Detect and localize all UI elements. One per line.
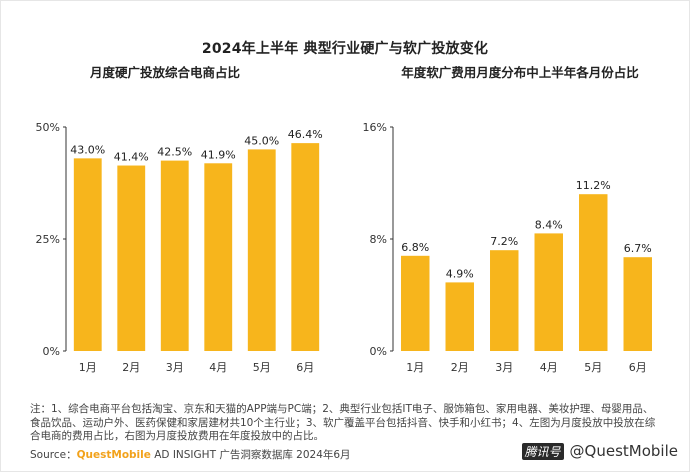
bar: [204, 163, 233, 351]
x-tick-label: 4月: [540, 361, 558, 374]
bar: [117, 165, 146, 351]
bar-value-label: 7.2%: [490, 235, 518, 248]
x-tick-label: 5月: [253, 361, 271, 374]
x-tick-label: 6月: [629, 361, 647, 374]
bar: [73, 158, 102, 351]
y-tick-label: 16%: [363, 121, 387, 134]
bar-value-label: 46.4%: [288, 128, 323, 141]
x-tick-label: 6月: [296, 361, 314, 374]
x-tick-label: 1月: [79, 361, 97, 374]
left-chart-title: 月度硬广投放综合电商占比: [89, 65, 240, 80]
x-tick-label: 3月: [166, 361, 184, 374]
bar-value-label: 42.5%: [157, 146, 192, 159]
bar-value-label: 6.8%: [401, 241, 429, 254]
bar: [623, 257, 652, 351]
bar-value-label: 45.0%: [244, 134, 279, 147]
bar-value-label: 11.2%: [576, 179, 611, 192]
bar: [579, 194, 608, 351]
bar-value-label: 41.9%: [201, 148, 236, 161]
bar: [247, 149, 276, 351]
x-tick-label: 1月: [406, 361, 424, 374]
x-tick-label: 4月: [209, 361, 227, 374]
bar-value-label: 6.7%: [624, 242, 652, 255]
y-tick-label: 0%: [43, 345, 60, 358]
right-bar-chart: 0% 8% 16% 6.8% 1月 4.9% 2月 7.2% 3月 8.4% 4月 11.2% 5月 6.…: [363, 121, 652, 374]
bar-value-label: 41.4%: [114, 151, 149, 164]
bar-value-label: 43.0%: [70, 143, 105, 156]
x-tick-label: 2月: [451, 361, 469, 374]
source-brand: QuestMobile: [76, 449, 151, 461]
bar: [490, 250, 519, 351]
left-bar-chart: 0% 25% 50% 43.0% 1月 41.4% 2月 42.5% 3月 41.9% 4月 45.0…: [36, 121, 323, 374]
y-tick-label: 50%: [36, 121, 60, 134]
x-tick-label: 2月: [122, 361, 140, 374]
watermark-badge: 腾讯号: [521, 443, 564, 460]
y-tick-label: 25%: [36, 233, 60, 246]
source-rest: AD INSIGHT 广告洞察数据库 2024年6月: [150, 449, 351, 461]
bar: [534, 233, 563, 351]
y-tick-label: 0%: [370, 345, 387, 358]
watermark-handle: @QuestMobile: [569, 442, 678, 460]
bar: [160, 160, 189, 351]
right-chart-title: 年度软广费用月度分布中上半年各月份占比: [401, 65, 639, 80]
bar-value-label: 8.4%: [535, 218, 563, 231]
bar: [401, 255, 430, 351]
main-title: 2024年上半年 典型行业硬广与软广投放变化: [201, 41, 489, 57]
x-tick-label: 3月: [495, 361, 513, 374]
bar: [291, 143, 320, 351]
bar-value-label: 4.9%: [446, 267, 474, 280]
y-tick-label: 8%: [370, 233, 387, 246]
x-tick-label: 5月: [584, 361, 602, 374]
bar: [445, 282, 474, 351]
footnote: 注：1、综合电商平台包括淘宝、京东和天猫的APP端与PC端；2、典型行业包括IT…: [30, 403, 656, 442]
watermark: 腾讯号 @QuestMobile: [521, 442, 678, 460]
source-label: Source：: [30, 449, 77, 461]
source-line: Source：QuestMobile AD INSIGHT 广告洞察数据库 20…: [30, 447, 351, 462]
